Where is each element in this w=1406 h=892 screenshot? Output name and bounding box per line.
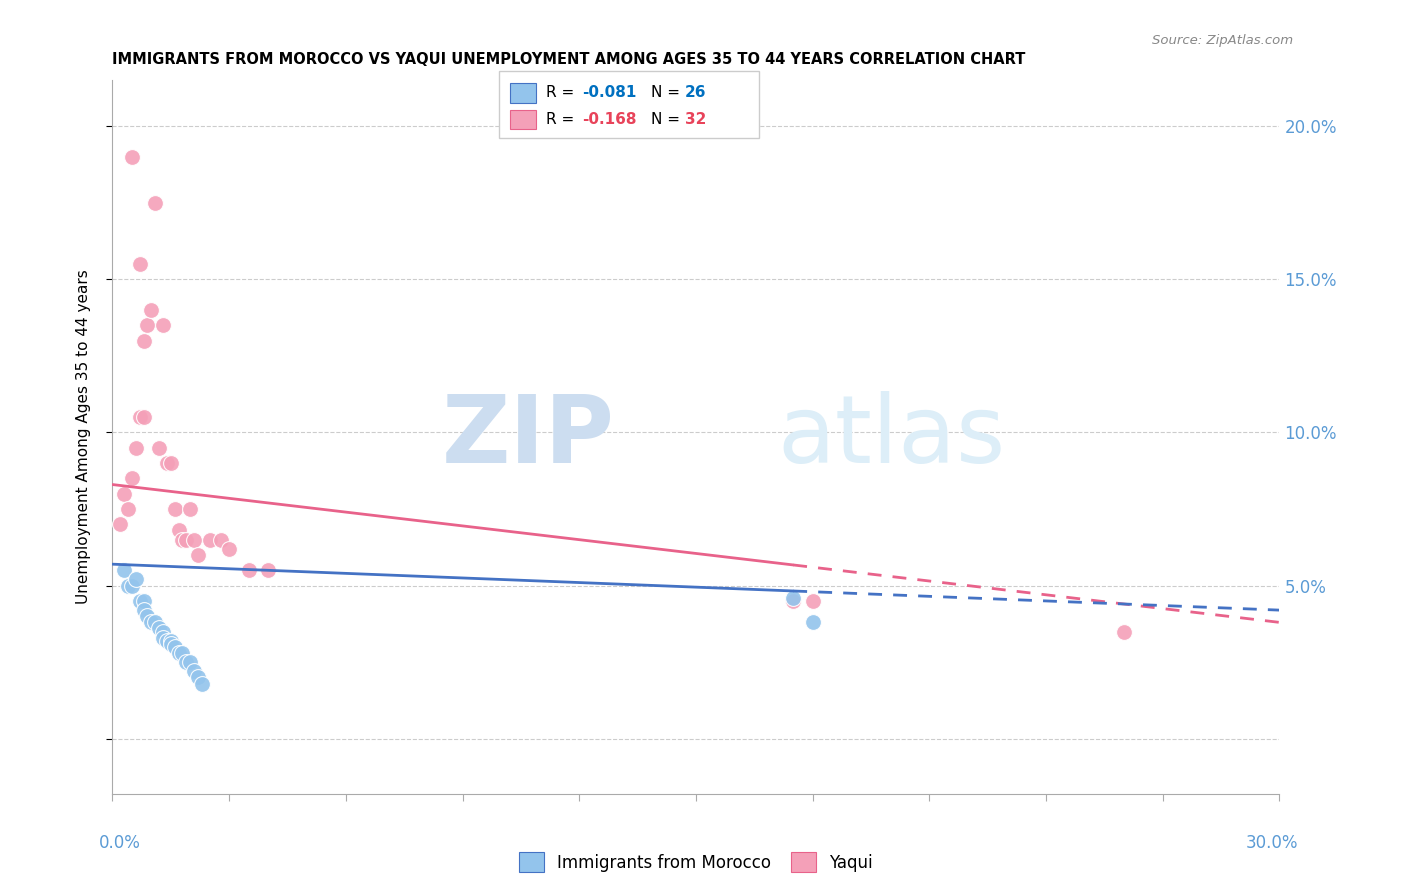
Point — [132, 334, 155, 348]
Point — [121, 150, 143, 164]
Point — [125, 441, 148, 455]
Point — [160, 637, 183, 651]
Point — [187, 548, 209, 562]
Point — [148, 622, 170, 636]
Point — [183, 533, 205, 547]
Point — [160, 456, 183, 470]
Point — [167, 524, 190, 538]
Point — [172, 533, 194, 547]
Point — [132, 594, 155, 608]
Point — [187, 671, 209, 685]
Point — [141, 615, 163, 630]
Text: 26: 26 — [685, 86, 706, 100]
Point — [257, 563, 280, 577]
Point — [152, 624, 174, 639]
Text: 0.0%: 0.0% — [98, 834, 141, 852]
Point — [209, 533, 232, 547]
Text: ZIP: ZIP — [441, 391, 614, 483]
Point — [121, 471, 143, 485]
Point — [801, 594, 824, 608]
Point — [143, 615, 166, 630]
Point — [121, 579, 143, 593]
Text: atlas: atlas — [778, 391, 1005, 483]
Point — [110, 517, 132, 532]
Point — [128, 410, 150, 425]
Point — [136, 609, 159, 624]
Point — [238, 563, 260, 577]
Point — [141, 303, 163, 318]
Legend: Immigrants from Morocco, Yaqui: Immigrants from Morocco, Yaqui — [512, 846, 880, 879]
Point — [128, 257, 150, 271]
Point — [1112, 624, 1135, 639]
Text: 30.0%: 30.0% — [1246, 834, 1299, 852]
Text: -0.081: -0.081 — [582, 86, 637, 100]
Point — [112, 563, 135, 577]
Text: -0.168: -0.168 — [582, 112, 637, 127]
Point — [132, 603, 155, 617]
Point — [156, 456, 179, 470]
Point — [163, 640, 186, 654]
Point — [176, 655, 198, 669]
Point — [167, 646, 190, 660]
Point — [218, 541, 240, 556]
Point — [112, 487, 135, 501]
Point — [117, 579, 139, 593]
Point — [183, 665, 205, 679]
Point — [160, 633, 183, 648]
Point — [125, 573, 148, 587]
Point — [117, 502, 139, 516]
Point — [801, 615, 824, 630]
Point — [782, 591, 804, 605]
Text: R =: R = — [546, 112, 579, 127]
Point — [143, 195, 166, 210]
Point — [156, 633, 179, 648]
Point — [191, 676, 214, 690]
Point — [148, 441, 170, 455]
Text: N =: N = — [651, 112, 685, 127]
Point — [782, 594, 804, 608]
Point — [198, 533, 221, 547]
Point — [172, 646, 194, 660]
Text: N =: N = — [651, 86, 685, 100]
Text: R =: R = — [546, 86, 579, 100]
Point — [128, 594, 150, 608]
Point — [132, 410, 155, 425]
Point — [152, 631, 174, 645]
Point — [179, 655, 201, 669]
Point — [179, 502, 201, 516]
Point — [176, 533, 198, 547]
Text: Source: ZipAtlas.com: Source: ZipAtlas.com — [1153, 34, 1294, 46]
Text: 32: 32 — [685, 112, 706, 127]
Point — [152, 318, 174, 333]
Point — [163, 502, 186, 516]
Point — [136, 318, 159, 333]
Text: IMMIGRANTS FROM MOROCCO VS YAQUI UNEMPLOYMENT AMONG AGES 35 TO 44 YEARS CORRELAT: IMMIGRANTS FROM MOROCCO VS YAQUI UNEMPLO… — [112, 52, 1026, 67]
Y-axis label: Unemployment Among Ages 35 to 44 years: Unemployment Among Ages 35 to 44 years — [76, 269, 91, 605]
